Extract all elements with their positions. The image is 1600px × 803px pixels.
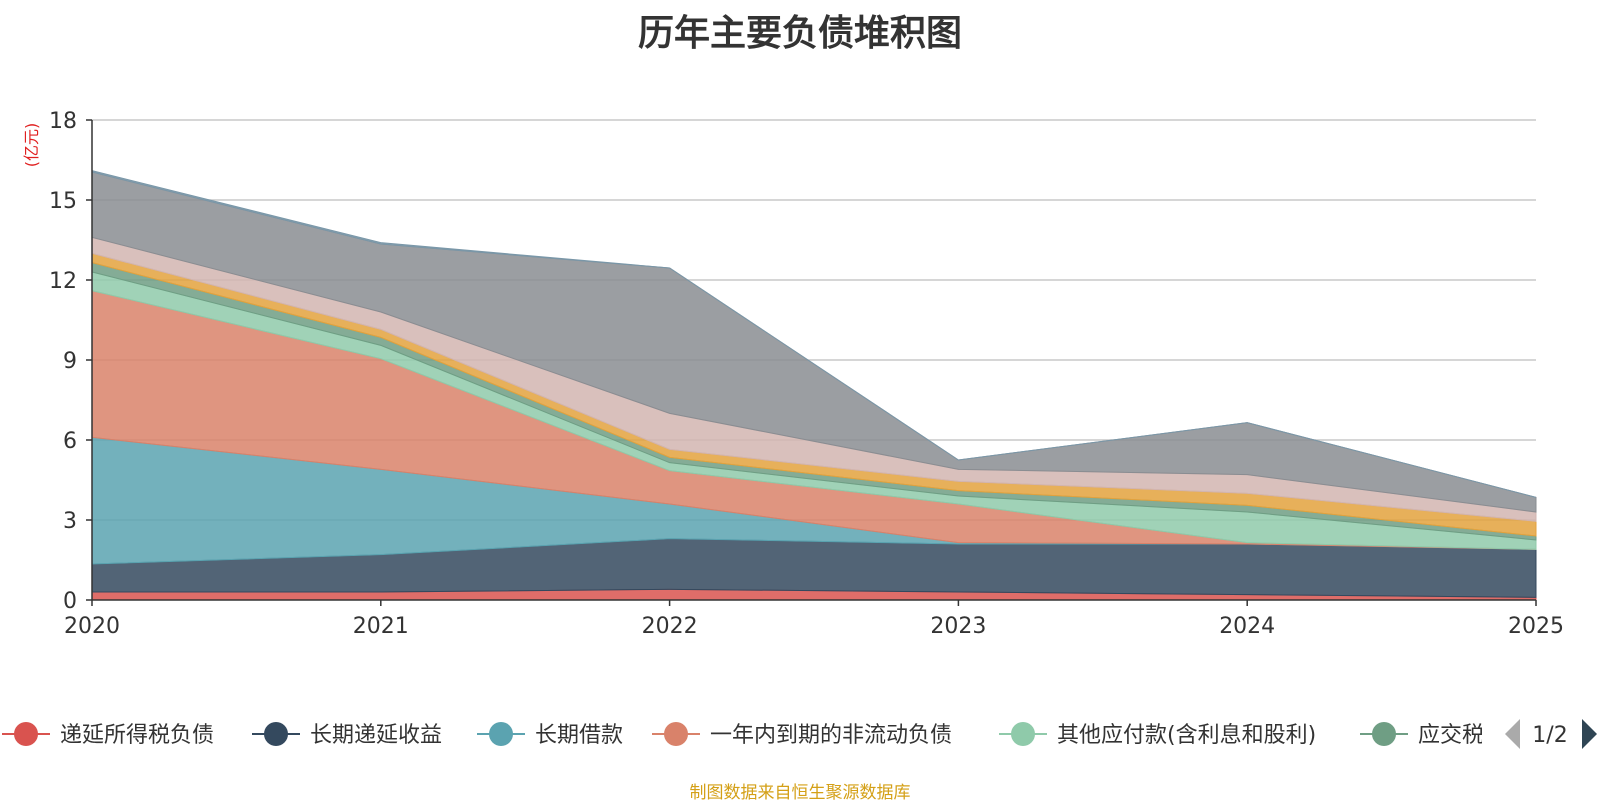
legend-label: 应交税 [1418,723,1484,748]
legend-clip-mask [1482,714,1502,754]
legend-prev-page-icon[interactable] [1505,719,1520,749]
legend: 递延所得税负债 长期递延收益 长期借款 一年内到期的非流动负债 其他应付款(含利息和股利… [2,714,1597,754]
chart-title: 历年主要负债堆积图 [637,13,962,54]
source-note: 制图数据来自恒生聚源数据库 [689,783,911,803]
legend-marker-icon [664,722,688,746]
legend-marker-icon [1011,722,1035,746]
legend-label: 其他应付款(含利息和股利) [1057,723,1316,748]
y-tick-label: 12 [49,269,77,294]
x-tick-label: 2024 [1219,614,1275,639]
legend-marker-icon [264,722,288,746]
axes: 0 3 6 9 12 15 18 2020 2021 2022 2023 2024 2025 [49,109,1564,639]
y-tick-label: 6 [63,429,77,454]
x-tick-label: 2022 [642,614,698,639]
legend-label: 一年内到期的非流动负债 [710,723,952,748]
x-tick-label: 2023 [930,614,986,639]
area-series-10 [91,170,1537,498]
y-tick-label: 9 [63,349,77,374]
legend-item[interactable]: 长期递延收益 [252,722,442,748]
stacked-areas [91,170,1537,601]
legend-item[interactable]: 递延所得税负债 [2,722,214,748]
legend-item[interactable]: 长期借款 [477,722,623,748]
x-tick-label: 2020 [64,614,120,639]
legend-marker-icon [1372,722,1396,746]
legend-label: 递延所得税负债 [60,723,214,748]
legend-next-page-icon[interactable] [1582,719,1597,749]
y-tick-label: 15 [49,189,77,214]
x-tick-label: 2025 [1508,614,1564,639]
y-unit-label: (亿元) [22,123,41,168]
y-tick-label: 3 [63,509,77,534]
legend-item[interactable]: 应交税 [1360,722,1484,748]
legend-page-indicator: 1/2 [1532,723,1567,748]
legend-label: 长期递延收益 [310,723,442,748]
y-tick-label: 0 [63,589,77,614]
legend-item[interactable]: 一年内到期的非流动负债 [652,722,952,748]
x-tick-label: 2021 [353,614,409,639]
legend-item[interactable]: 其他应付款(含利息和股利) [999,722,1316,748]
legend-marker-icon [14,722,38,746]
y-tick-label: 18 [49,109,77,134]
legend-marker-icon [489,722,513,746]
legend-label: 长期借款 [535,723,623,748]
